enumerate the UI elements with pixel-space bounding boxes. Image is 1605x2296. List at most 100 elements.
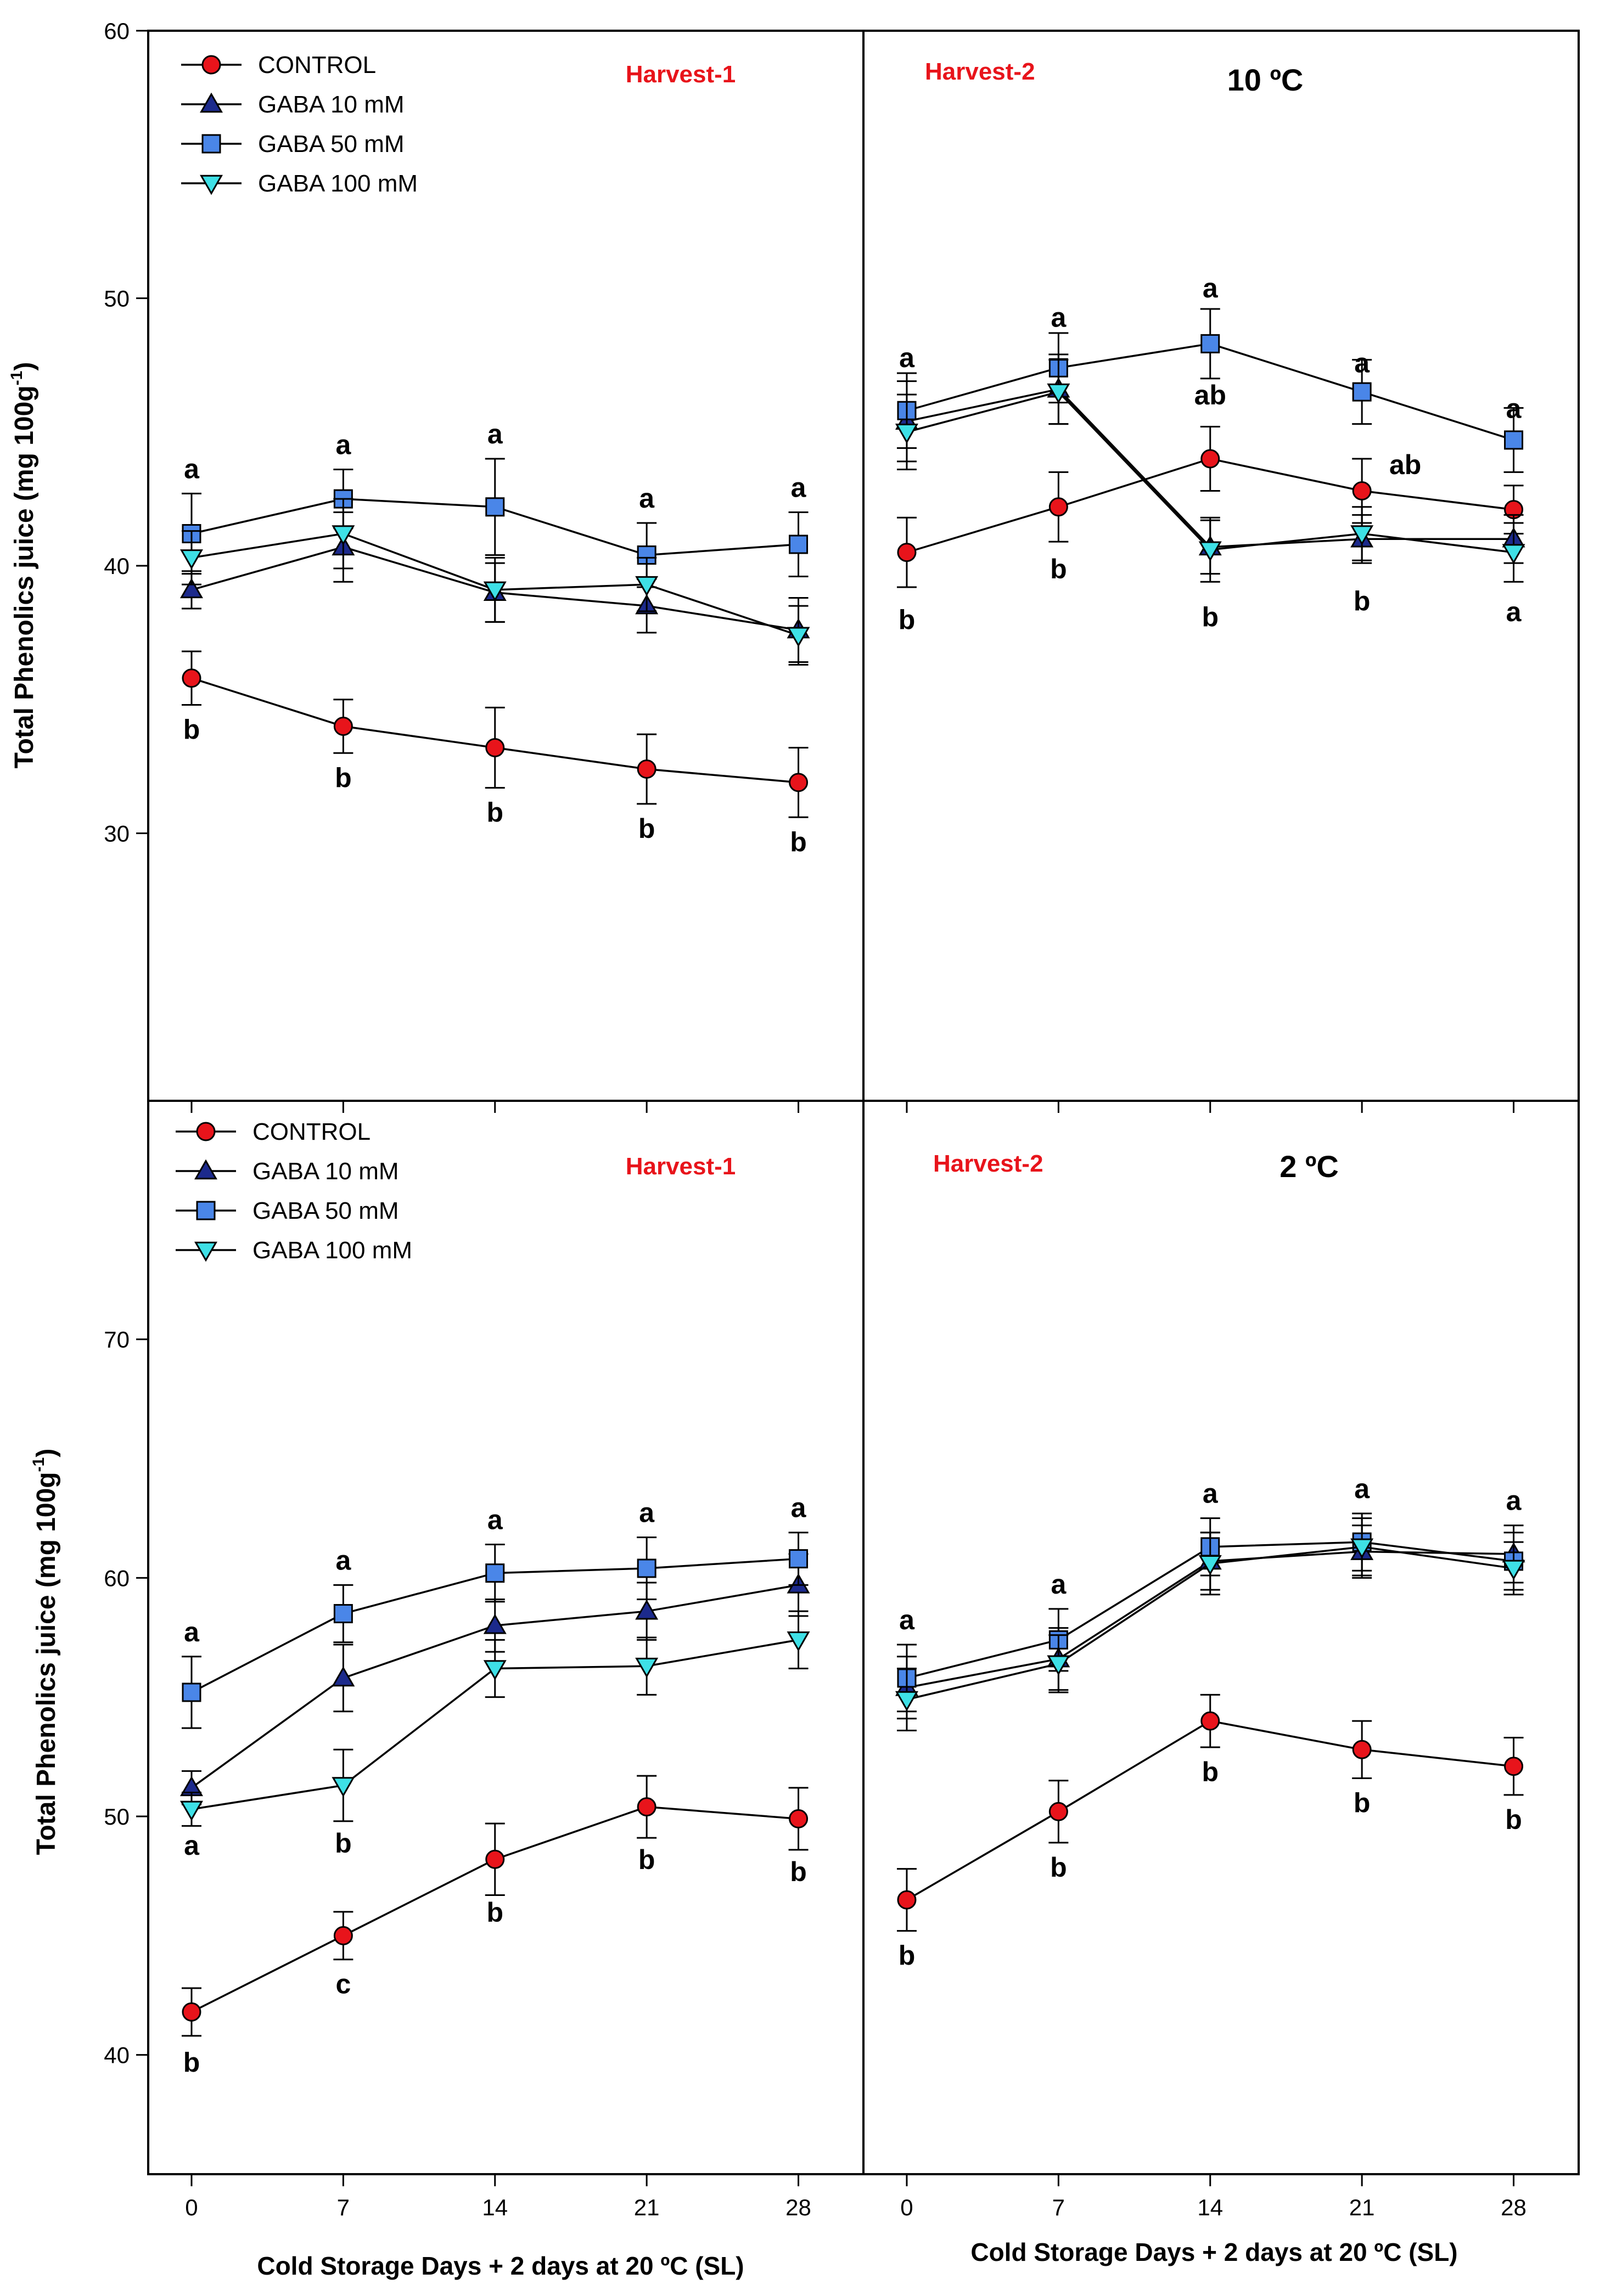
- data-point: [789, 1809, 809, 1828]
- data-point: [897, 543, 917, 562]
- significance-letter: b: [335, 1828, 352, 1859]
- legend-marker: [200, 175, 223, 195]
- series-gaba-100-mm: [179, 1610, 810, 1827]
- data-point: [1200, 449, 1220, 469]
- significance-letter: b: [638, 813, 655, 844]
- panel-title: Harvest-1: [626, 1153, 736, 1180]
- significance-letter: a: [184, 1617, 200, 1647]
- y-tick-label: 60: [104, 18, 130, 44]
- series-gaba-50-mm: [896, 308, 1524, 473]
- y-tick-label: 40: [104, 2042, 130, 2068]
- data-point: [1198, 1555, 1222, 1575]
- legend-label: GABA 100 mM: [258, 170, 418, 197]
- significance-letters: a a a a a a b b c b b b: [183, 1493, 807, 2078]
- data-point: [1048, 1802, 1068, 1821]
- panel-condition: 10 ºC: [1227, 63, 1304, 97]
- data-point: [485, 1563, 505, 1583]
- significance-letter: b: [1202, 1757, 1219, 1787]
- significance-letter: a: [1051, 302, 1067, 333]
- legend-label: GABA 10 mM: [252, 1158, 399, 1185]
- y-axis-label-bottom-main: Total Phenolics juice (mg 100g: [32, 1472, 61, 1855]
- significance-letter: b: [1050, 554, 1067, 584]
- legend-label: GABA 50 mM: [252, 1197, 399, 1224]
- significance-letter: a: [639, 483, 655, 514]
- significance-letter: a: [1051, 1569, 1067, 1600]
- data-point: [637, 1558, 656, 1578]
- legend-marker: [194, 1159, 217, 1180]
- significance-letters: a a a a a b b b b b: [899, 1473, 1522, 1971]
- significance-letter: b: [790, 826, 807, 857]
- y-tick-label: 50: [104, 286, 130, 312]
- y-axis-label-top: Total Phenolics juice (mg 100g-1): [8, 362, 39, 769]
- data-point: [1350, 525, 1374, 545]
- significance-letter: ab: [1389, 449, 1421, 480]
- data-point: [179, 1800, 203, 1821]
- y-axis-label-top-main: Total Phenolics juice (mg 100g: [10, 385, 39, 768]
- series-gaba-100-mm: [895, 359, 1525, 583]
- significance-letter: a: [1203, 273, 1219, 303]
- significance-letter: b: [1050, 1852, 1067, 1883]
- data-point: [1200, 1711, 1220, 1731]
- significance-letter: a: [1506, 393, 1522, 424]
- legend-marker: [196, 1201, 216, 1220]
- x-axis-label-right: Cold Storage Days + 2 days at 20 ºC (SL): [970, 2238, 1457, 2266]
- significance-letter: b: [1505, 1804, 1522, 1835]
- panel-title: Harvest-2: [925, 58, 1035, 85]
- significance-letter: b: [899, 605, 916, 635]
- data-point: [333, 717, 353, 736]
- significance-letter: b: [486, 797, 503, 828]
- significance-letter: a: [487, 1504, 503, 1535]
- significance-letter: a: [791, 472, 807, 503]
- significance-letter: a: [487, 419, 503, 449]
- data-point: [787, 627, 810, 648]
- series-control: [181, 1775, 809, 2037]
- significance-letter: a: [899, 342, 915, 373]
- significance-letter: a: [899, 1605, 915, 1635]
- data-point: [1200, 334, 1220, 353]
- data-point: [333, 1604, 353, 1624]
- significance-letter: b: [899, 1940, 916, 1971]
- data-point: [182, 2002, 201, 2022]
- legend-marker: [200, 92, 223, 113]
- data-point: [333, 1926, 353, 1945]
- data-point: [332, 1666, 355, 1687]
- series-control: [896, 1693, 1524, 1932]
- series-gaba-100-mm: [895, 1517, 1525, 1732]
- legend-label: CONTROL: [258, 52, 376, 78]
- significance-letter: b: [1354, 586, 1371, 616]
- panel-top-left: 30 40 50 60 a a a a a b b b b b Harvest-1 CONTROL GABA 1…: [104, 18, 810, 1113]
- data-point: [789, 534, 809, 554]
- x-tick-label: 21: [634, 2194, 660, 2220]
- significance-letter: b: [183, 2047, 200, 2078]
- data-point: [635, 576, 659, 596]
- significance-letters: a a a a a b b b b b: [183, 419, 807, 857]
- x-tick-label: 14: [482, 2194, 508, 2220]
- data-point: [1352, 382, 1372, 402]
- data-point: [787, 1631, 810, 1652]
- significance-letter: a: [1506, 596, 1522, 627]
- x-tick-label: 28: [785, 2194, 811, 2220]
- panel-title: Harvest-1: [626, 61, 736, 88]
- panel-condition: 2 ºC: [1279, 1149, 1339, 1184]
- data-point: [483, 581, 507, 602]
- significance-letter: b: [790, 1856, 807, 1887]
- y-tick-label: 70: [104, 1327, 130, 1353]
- significance-letter: a: [335, 430, 351, 460]
- y-tick-label: 30: [104, 821, 130, 847]
- x-tick-label: 21: [1349, 2194, 1375, 2220]
- data-point: [483, 1660, 507, 1680]
- x-tick-label: 0: [185, 2194, 198, 2220]
- significance-letter: c: [335, 1968, 351, 1999]
- data-point: [789, 773, 809, 792]
- data-point: [895, 1691, 918, 1712]
- data-point: [483, 1613, 507, 1634]
- data-point: [637, 1797, 656, 1817]
- legend-label: GABA 100 mM: [252, 1237, 412, 1264]
- panel-bottom-left: 40 50 60 70 0 7 14 21 28 a a a a a a b b c b b b Harvest-1 CON…: [104, 1118, 811, 2220]
- significance-letter: b: [1354, 1787, 1371, 1818]
- y-axis-label-bottom-close: ): [32, 1449, 61, 1457]
- significance-letter: a: [335, 1545, 351, 1575]
